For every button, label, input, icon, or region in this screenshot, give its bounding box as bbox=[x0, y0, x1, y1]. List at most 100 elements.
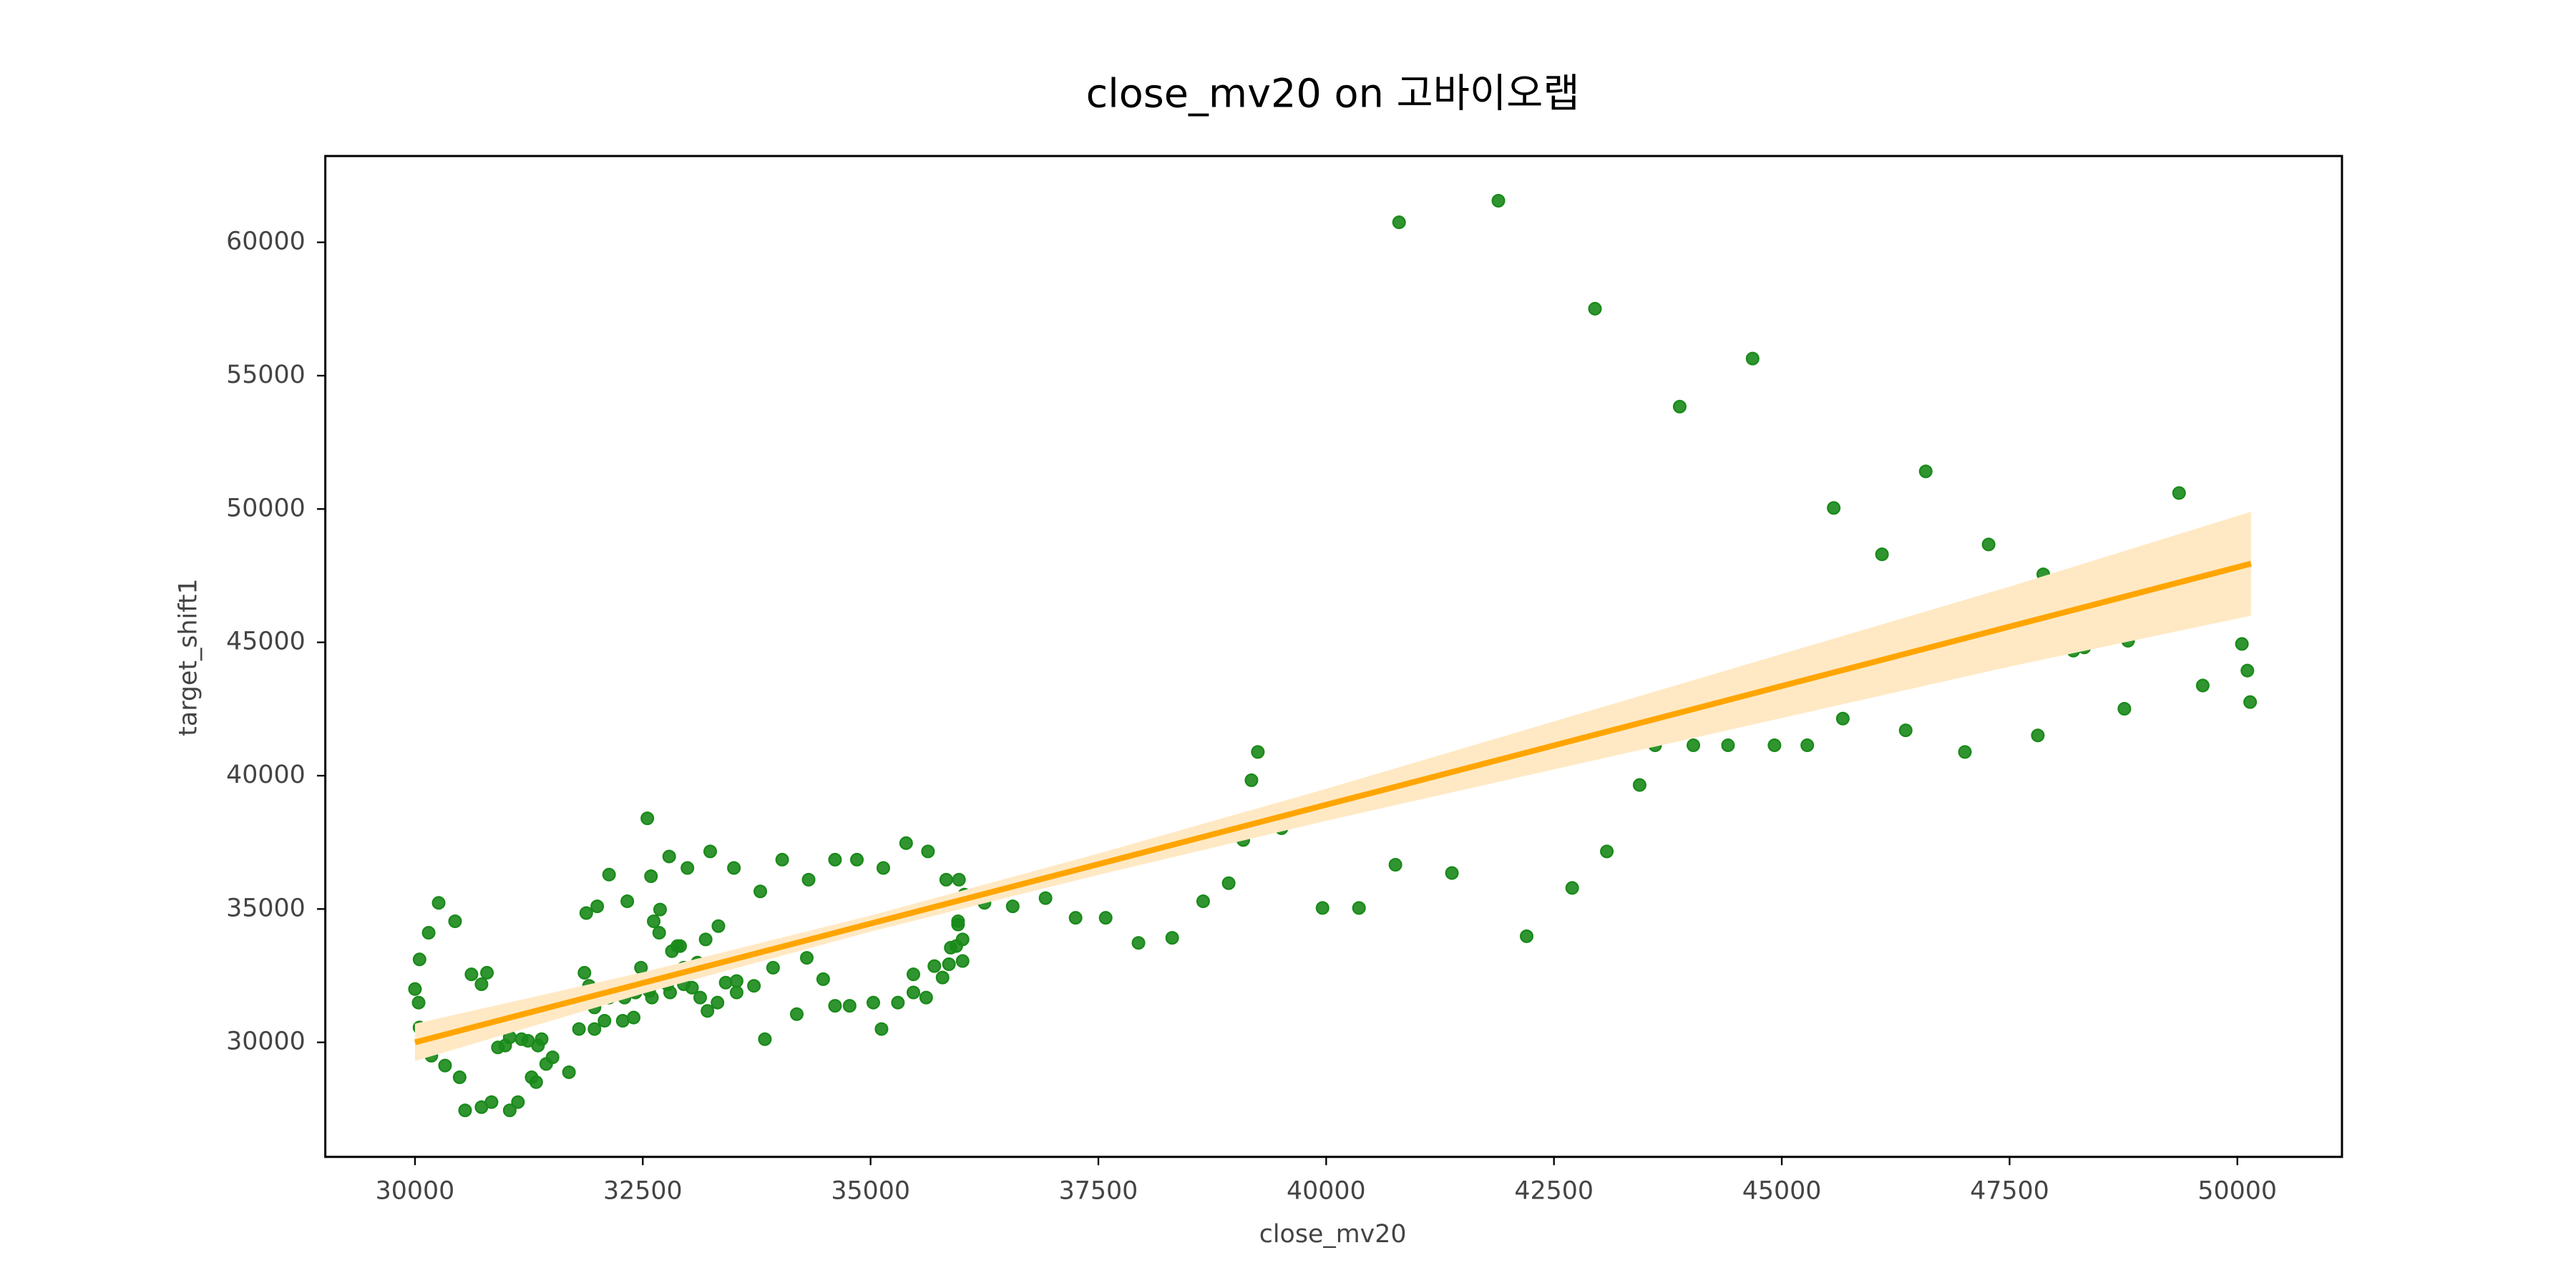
chart-title: close_mv20 on 고바이오랩 bbox=[1086, 71, 1580, 117]
plot-frame bbox=[324, 155, 2343, 1158]
point bbox=[842, 999, 857, 1013]
point bbox=[955, 954, 970, 968]
point bbox=[685, 980, 699, 995]
point bbox=[464, 967, 479, 982]
y-tick-label: 50000 bbox=[226, 494, 306, 522]
point bbox=[758, 1032, 772, 1046]
point bbox=[828, 999, 842, 1013]
x-tick-label: 32500 bbox=[603, 1176, 683, 1205]
x-tick-label: 37500 bbox=[1059, 1176, 1138, 1205]
point bbox=[627, 1010, 641, 1025]
point bbox=[1632, 778, 1646, 792]
point bbox=[572, 1022, 586, 1036]
point bbox=[431, 896, 446, 910]
point bbox=[529, 1075, 543, 1089]
point bbox=[1672, 399, 1687, 414]
point bbox=[935, 970, 950, 985]
point bbox=[1588, 301, 1602, 316]
point bbox=[1981, 537, 1996, 552]
point bbox=[2195, 678, 2210, 693]
point bbox=[1835, 711, 1850, 726]
point bbox=[698, 932, 713, 947]
y-tick-label: 60000 bbox=[226, 228, 306, 256]
point bbox=[653, 902, 667, 917]
point bbox=[1800, 738, 1815, 753]
y-tick-label: 35000 bbox=[226, 894, 306, 922]
point bbox=[1875, 547, 1889, 562]
y-tick-label: 40000 bbox=[226, 761, 306, 789]
point bbox=[711, 995, 725, 1010]
point bbox=[1392, 215, 1406, 230]
point bbox=[1352, 901, 1366, 915]
point bbox=[718, 975, 733, 990]
x-tick-label: 40000 bbox=[1287, 1176, 1366, 1205]
point bbox=[1196, 894, 1210, 909]
point bbox=[615, 1014, 630, 1028]
point bbox=[1165, 931, 1179, 945]
x-tick-label: 30000 bbox=[376, 1176, 455, 1205]
point bbox=[906, 985, 921, 1000]
point bbox=[545, 1050, 560, 1065]
point bbox=[727, 861, 741, 875]
point bbox=[502, 1103, 517, 1118]
point bbox=[766, 960, 780, 975]
point bbox=[480, 965, 494, 980]
point bbox=[816, 972, 830, 986]
x-tick-label: 50000 bbox=[2197, 1176, 2277, 1205]
x-tick-label: 42500 bbox=[1514, 1176, 1594, 1205]
point bbox=[1038, 891, 1053, 905]
point bbox=[921, 844, 935, 859]
point bbox=[484, 1095, 499, 1109]
point bbox=[458, 1103, 472, 1118]
point bbox=[645, 990, 659, 1005]
point bbox=[801, 872, 816, 887]
point bbox=[644, 869, 658, 884]
point bbox=[1221, 876, 1236, 890]
point bbox=[1767, 738, 1782, 753]
x-tick-label: 35000 bbox=[831, 1176, 910, 1205]
point bbox=[2235, 637, 2249, 651]
point bbox=[1958, 745, 1972, 759]
point bbox=[412, 952, 426, 967]
point bbox=[597, 1014, 612, 1028]
point bbox=[1745, 351, 1760, 366]
x-tick-label: 45000 bbox=[1742, 1176, 1822, 1205]
point bbox=[693, 990, 708, 1005]
point bbox=[670, 939, 685, 953]
point bbox=[2240, 663, 2255, 678]
point bbox=[511, 1095, 525, 1109]
point bbox=[874, 1022, 889, 1036]
point bbox=[2172, 486, 2186, 500]
point bbox=[828, 852, 842, 867]
point bbox=[1600, 844, 1614, 859]
point bbox=[647, 914, 661, 929]
point bbox=[590, 899, 605, 914]
point bbox=[944, 940, 958, 955]
point bbox=[906, 967, 921, 982]
x-tick-label: 47500 bbox=[1970, 1176, 2049, 1205]
point bbox=[891, 995, 905, 1010]
point bbox=[1491, 193, 1506, 208]
point bbox=[662, 849, 676, 864]
point bbox=[1315, 901, 1330, 915]
point bbox=[1918, 464, 1933, 479]
point bbox=[2031, 728, 2045, 743]
point bbox=[1251, 745, 1265, 759]
point bbox=[1565, 881, 1579, 895]
point bbox=[411, 995, 426, 1010]
point bbox=[942, 957, 956, 972]
point bbox=[663, 985, 678, 1000]
point bbox=[866, 995, 880, 1010]
point bbox=[602, 867, 616, 882]
point bbox=[640, 811, 655, 826]
y-tick-label: 30000 bbox=[226, 1028, 306, 1056]
point bbox=[1244, 773, 1259, 787]
point bbox=[703, 844, 718, 859]
point bbox=[1445, 866, 1459, 880]
point bbox=[421, 926, 436, 940]
point bbox=[747, 979, 761, 993]
point bbox=[729, 985, 743, 1000]
